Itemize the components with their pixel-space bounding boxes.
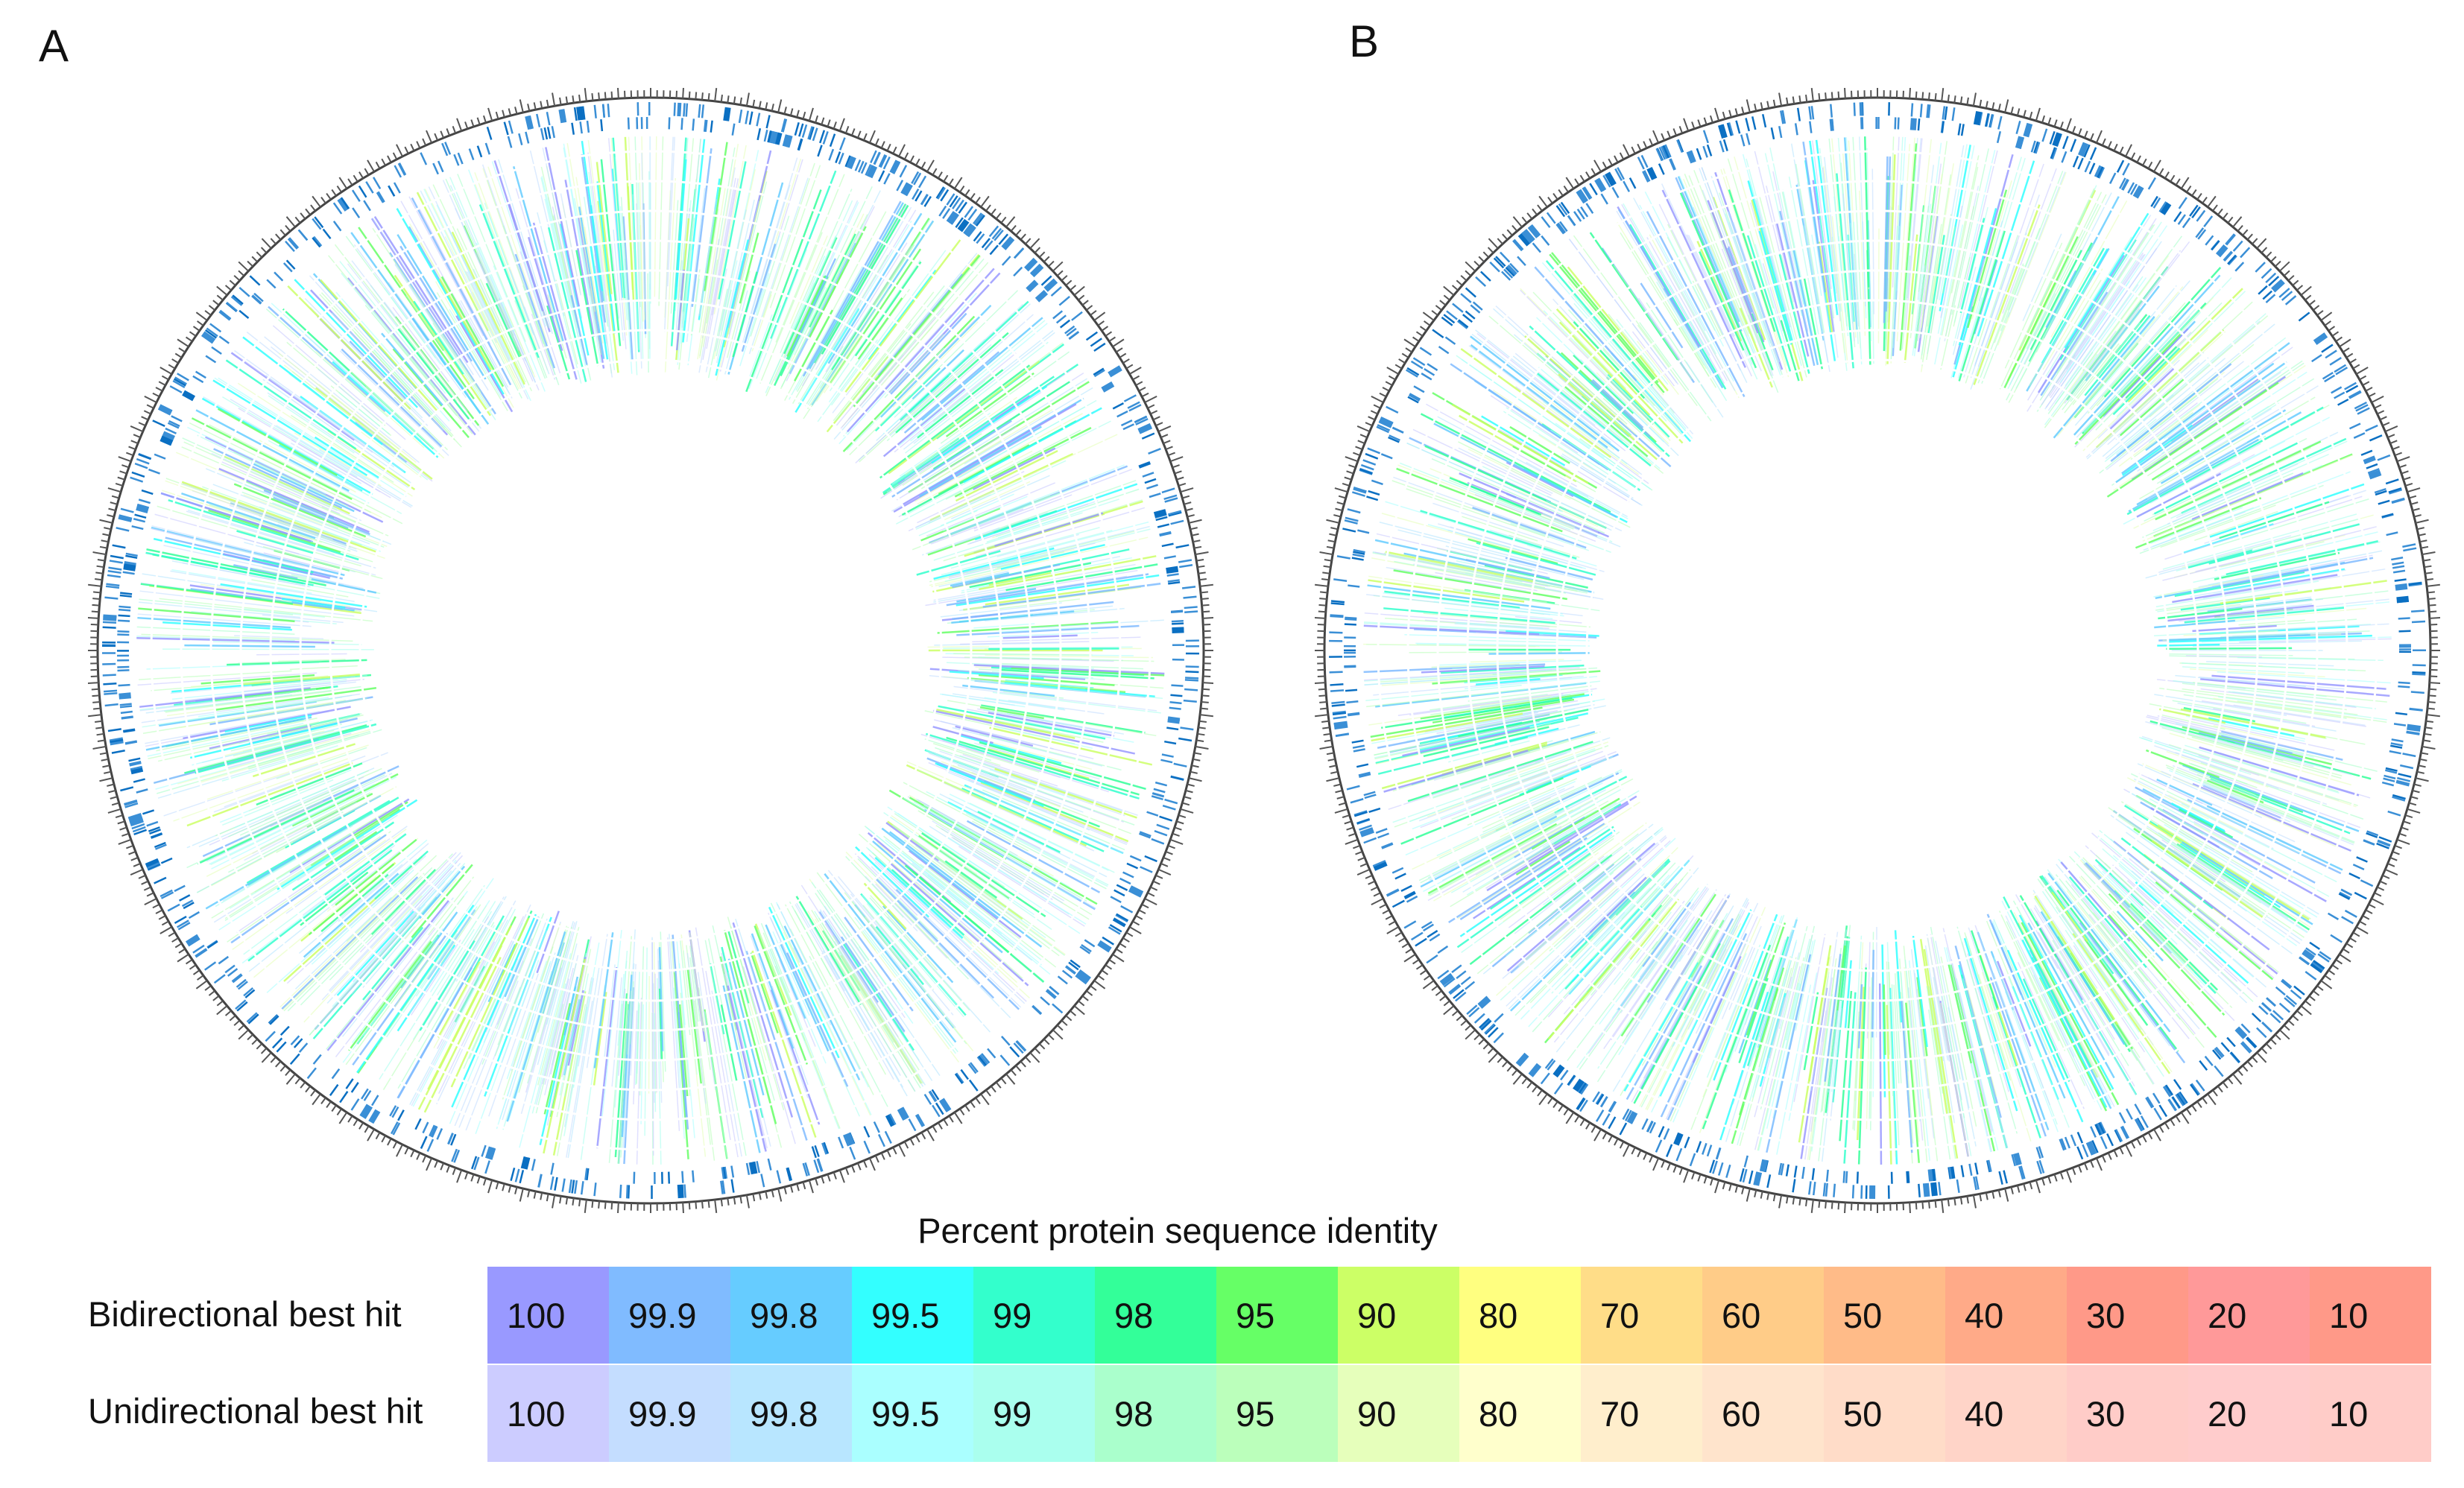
- legend-swatch: 20: [2188, 1365, 2310, 1462]
- panel-label-b: B: [1349, 16, 1380, 66]
- identity-tracks: [136, 136, 1165, 1165]
- panel-label-a: A: [39, 21, 69, 71]
- legend-title: Percent protein sequence identity: [917, 1211, 1438, 1250]
- legend-swatch: 95: [1216, 1267, 1338, 1364]
- legend-swatch: 30: [2067, 1365, 2188, 1462]
- legend-swatch: 20: [2188, 1267, 2310, 1364]
- identity-tracks: [1363, 136, 2392, 1165]
- legend-swatch: 99.5: [852, 1365, 973, 1462]
- legend-swatch: 95: [1216, 1365, 1338, 1462]
- track-separator: [1555, 329, 2199, 972]
- legend-swatch: 50: [1824, 1365, 1945, 1462]
- track-separator: [132, 132, 1169, 1169]
- legend-swatch: 70: [1581, 1267, 1702, 1364]
- track-separator: [1496, 269, 2259, 1032]
- legend-swatch: 80: [1459, 1365, 1581, 1462]
- gene-track: [102, 101, 1199, 1200]
- track-separator: [1406, 180, 2348, 1121]
- legend-row-bidirectional: 100 99.9 99.8 99.5 99 98 95 90 80 70 60 50 40 30 20 10: [487, 1267, 2431, 1364]
- track-separator: [299, 299, 1002, 1002]
- legend-row-label-bidirectional: Bidirectional best hit: [88, 1294, 402, 1334]
- track-separator: [1359, 132, 2396, 1169]
- track-separator: [358, 358, 943, 943]
- track-separator: [239, 239, 1062, 1062]
- legend-swatch: 70: [1581, 1365, 1702, 1462]
- legend-swatch: 90: [1338, 1267, 1459, 1364]
- legend-swatch: 30: [2067, 1267, 2188, 1364]
- legend-swatch: 99: [973, 1365, 1095, 1462]
- track-separator: [1436, 209, 2319, 1092]
- track-separator: [1526, 299, 2229, 1002]
- track-separator: [180, 180, 1122, 1121]
- scale-ticks: [88, 88, 1213, 1213]
- legend-swatch: 60: [1702, 1365, 1824, 1462]
- legend-swatch: 99.8: [730, 1267, 852, 1364]
- track-separator: [1466, 239, 2289, 1062]
- track-separator: [1377, 150, 2378, 1151]
- legend-swatch: 99.9: [609, 1365, 730, 1462]
- legend-swatch: 10: [2310, 1267, 2431, 1364]
- legend-swatch: 99.9: [609, 1267, 730, 1364]
- legend-swatch: 80: [1459, 1267, 1581, 1364]
- track-separator: [150, 150, 1152, 1151]
- legend-row-label-unidirectional: Unidirectional best hit: [88, 1391, 423, 1431]
- legend-swatch: 40: [1945, 1267, 2067, 1364]
- circular-genome-map-b: [1315, 88, 2440, 1213]
- legend-swatch: 10: [2310, 1365, 2431, 1462]
- legend-swatch: 40: [1945, 1365, 2067, 1462]
- legend-swatch: 100: [487, 1365, 609, 1462]
- gene-track: [1329, 102, 2427, 1200]
- legend-swatch: 98: [1095, 1365, 1216, 1462]
- legend-swatch: 98: [1095, 1267, 1216, 1364]
- legend-swatch: 90: [1338, 1365, 1459, 1462]
- legend-swatch: 50: [1824, 1267, 1945, 1364]
- legend-swatch: 100: [487, 1267, 609, 1364]
- legend-row-unidirectional: 100 99.9 99.8 99.5 99 98 95 90 80 70 60 50 40 30 20 10: [487, 1365, 2431, 1462]
- track-separator: [269, 269, 1032, 1032]
- legend-swatch: 99.8: [730, 1365, 852, 1462]
- track-separator: [1585, 358, 2170, 943]
- legend-swatch: 60: [1702, 1267, 1824, 1364]
- circular-genome-map-a: [88, 88, 1213, 1213]
- track-separator: [209, 209, 1092, 1092]
- track-separator: [329, 329, 973, 972]
- legend-swatch: 99.5: [852, 1267, 973, 1364]
- legend-swatch: 99: [973, 1267, 1095, 1364]
- scale-ticks: [1315, 88, 2440, 1213]
